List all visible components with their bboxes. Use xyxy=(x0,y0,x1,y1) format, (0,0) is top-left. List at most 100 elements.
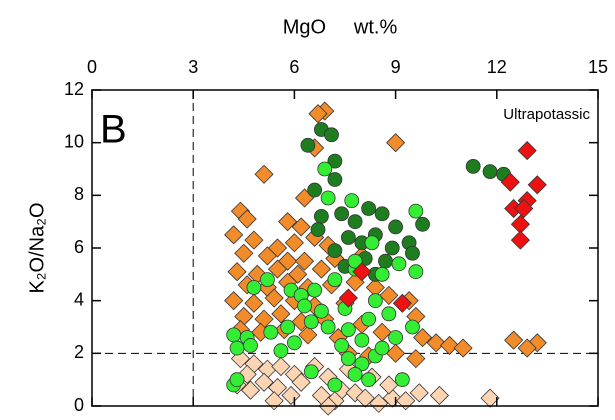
x-tick-label: 15 xyxy=(588,57,608,77)
point xyxy=(408,203,424,219)
x-tick-label: 0 xyxy=(87,57,97,77)
point xyxy=(226,327,242,343)
y-tick-label: 0 xyxy=(74,395,84,415)
x-tick-label: 9 xyxy=(391,57,401,77)
y-tick-label: 6 xyxy=(74,237,84,257)
point xyxy=(386,133,406,153)
point xyxy=(338,288,358,308)
point xyxy=(310,222,326,237)
point xyxy=(303,364,319,380)
point xyxy=(527,175,547,195)
x-tick-label: 3 xyxy=(188,57,198,77)
point xyxy=(347,253,363,269)
point xyxy=(504,330,524,350)
point xyxy=(264,391,284,411)
point xyxy=(391,256,407,272)
point xyxy=(303,314,319,330)
point xyxy=(378,253,393,269)
point xyxy=(244,230,264,250)
point xyxy=(291,217,311,237)
point xyxy=(240,380,261,400)
point xyxy=(394,372,410,388)
point xyxy=(300,137,316,153)
point xyxy=(374,266,390,282)
point xyxy=(392,293,412,313)
point xyxy=(280,319,296,335)
point xyxy=(340,351,356,367)
point xyxy=(388,330,404,345)
point xyxy=(381,306,397,322)
point xyxy=(234,306,254,327)
point xyxy=(514,198,534,219)
point xyxy=(440,335,460,355)
point xyxy=(234,243,254,263)
point xyxy=(327,243,343,259)
point xyxy=(244,293,264,313)
point xyxy=(224,291,244,311)
point xyxy=(334,338,350,353)
point xyxy=(294,251,315,271)
point xyxy=(364,235,380,251)
point xyxy=(426,333,446,353)
point xyxy=(344,193,360,209)
point xyxy=(327,153,343,169)
point xyxy=(286,335,302,351)
x-tick-label: 6 xyxy=(289,57,299,77)
point xyxy=(284,233,304,253)
y-tick-label: 2 xyxy=(74,342,84,362)
point xyxy=(327,272,343,288)
point xyxy=(379,285,399,305)
point xyxy=(354,332,370,348)
point xyxy=(361,311,377,327)
y-axis-title: K₂O/Na₂O xyxy=(26,202,48,293)
point xyxy=(297,298,312,314)
point xyxy=(317,161,333,177)
point xyxy=(291,372,311,392)
point xyxy=(254,372,274,392)
point xyxy=(517,141,537,161)
point xyxy=(307,282,323,298)
point xyxy=(369,393,389,413)
point xyxy=(271,304,291,324)
point xyxy=(273,343,289,359)
point xyxy=(480,388,500,408)
point xyxy=(327,172,343,187)
point xyxy=(388,219,404,235)
point xyxy=(453,338,473,358)
y-tick-label: 4 xyxy=(74,289,84,309)
point xyxy=(267,259,288,279)
point xyxy=(340,322,356,338)
point xyxy=(278,212,298,232)
x-axis-title: MgO wt.% xyxy=(283,16,398,38)
point xyxy=(308,104,328,124)
point xyxy=(347,214,363,230)
point xyxy=(347,366,363,382)
point xyxy=(408,264,424,280)
point xyxy=(510,230,530,250)
point xyxy=(229,340,245,356)
point xyxy=(298,325,318,345)
point xyxy=(313,208,329,224)
point xyxy=(264,288,284,308)
point xyxy=(354,356,370,372)
point xyxy=(307,182,323,198)
point xyxy=(367,293,383,309)
point xyxy=(320,190,336,206)
point xyxy=(340,230,356,245)
point xyxy=(324,127,339,143)
point xyxy=(405,319,420,335)
point xyxy=(327,377,343,393)
point xyxy=(413,327,433,348)
panel-label: B xyxy=(100,108,127,152)
point xyxy=(263,324,279,340)
point xyxy=(384,240,400,256)
point xyxy=(334,206,350,222)
point xyxy=(271,356,291,377)
point xyxy=(482,164,498,180)
point xyxy=(517,338,537,358)
point xyxy=(257,246,277,266)
point xyxy=(320,319,336,335)
point xyxy=(227,262,247,282)
point xyxy=(224,225,244,245)
